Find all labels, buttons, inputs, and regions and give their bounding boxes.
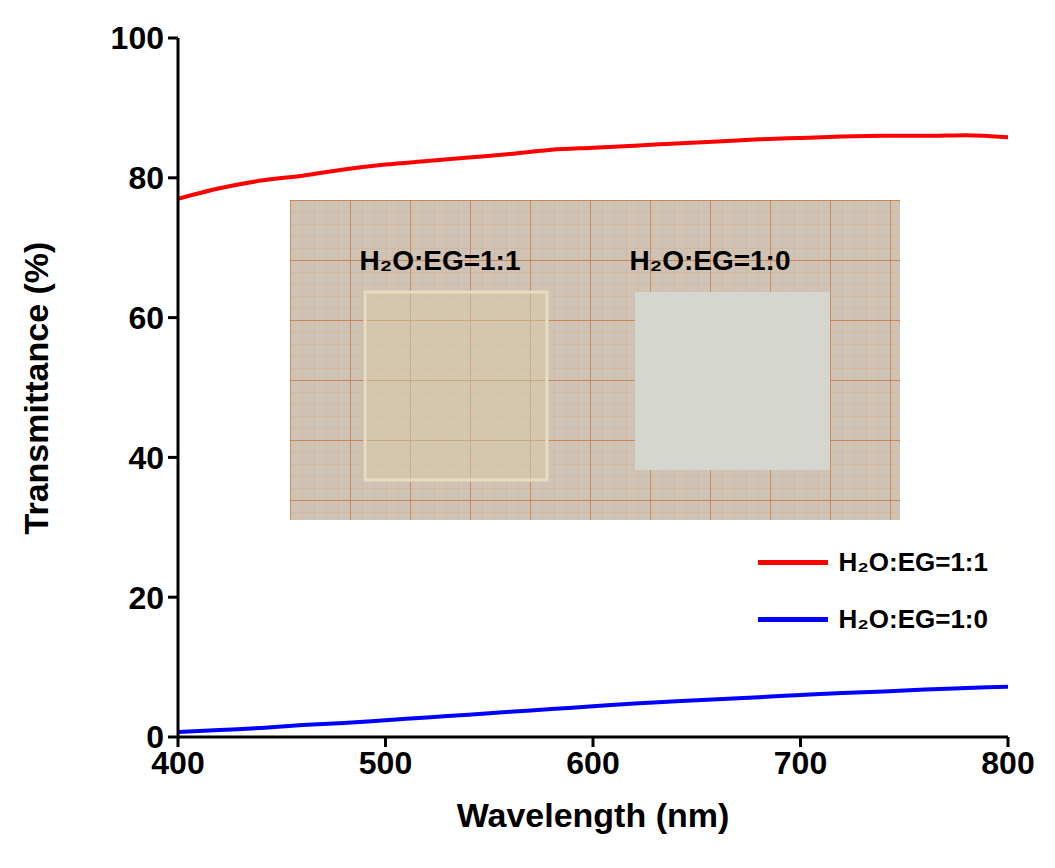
svg-text:H₂O:EG=1:0: H₂O:EG=1:0 [629, 245, 790, 276]
html-text:H₂O:EG=1:0: H₂O:EG=1:0 [838, 604, 988, 634]
svg-text:Wavelength (nm): Wavelength (nm) [457, 796, 730, 834]
svg-text:100: 100 [111, 20, 164, 56]
svg-text:40: 40 [128, 440, 164, 476]
svg-text:H₂O:EG=1:1: H₂O:EG=1:1 [359, 245, 520, 276]
svg-text:0: 0 [146, 719, 164, 755]
svg-text:700: 700 [774, 745, 827, 781]
html-text:Transmittance (%): Transmittance (%) [16, 241, 55, 534]
svg-text:60: 60 [128, 300, 164, 336]
svg-text:20: 20 [128, 580, 164, 616]
svg-text:80: 80 [128, 160, 164, 196]
html-text:H₂O:EG=1:1: H₂O:EG=1:1 [838, 547, 988, 577]
svg-text:800: 800 [981, 745, 1034, 781]
svg-text:600: 600 [566, 745, 619, 781]
svg-text:400: 400 [151, 744, 205, 781]
svg-text:500: 500 [359, 745, 412, 781]
